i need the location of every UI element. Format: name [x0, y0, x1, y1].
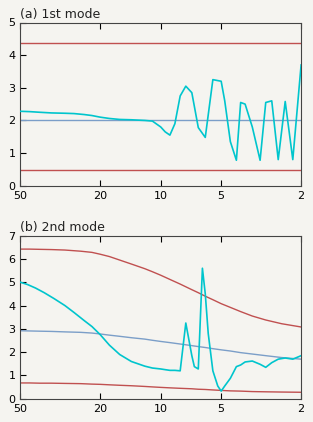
Text: (a) 1st mode: (a) 1st mode [20, 8, 100, 22]
Text: (b) 2nd mode: (b) 2nd mode [20, 222, 105, 234]
